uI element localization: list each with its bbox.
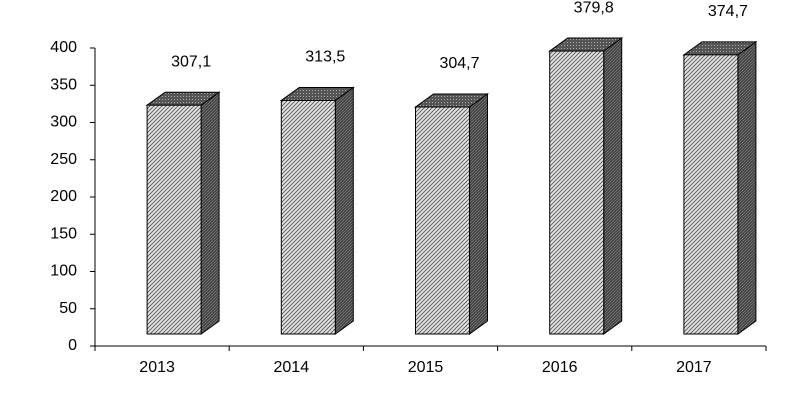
bar [549,50,605,335]
y-tick-label: 0 [68,337,77,354]
x-tick-label: 2014 [274,359,310,376]
y-tick-label: 300 [50,114,77,131]
y-tick-label: 350 [50,76,77,93]
x-tick-label: 2016 [542,359,578,376]
y-tick-label: 100 [50,263,77,280]
bar [683,54,739,335]
value-label: 307,1 [171,53,211,70]
x-tick-label: 2017 [676,359,712,376]
bar-side [200,91,220,335]
x-tick-label: 2013 [139,359,175,376]
bar-side [469,93,488,335]
y-tick-label: 400 [50,39,77,56]
value-label: 304,7 [439,55,479,72]
bar-side [334,86,354,335]
bar [146,104,202,335]
value-label: 374,7 [708,3,748,20]
x-tick-label: 2015 [408,359,444,376]
y-tick-label: 200 [50,188,77,205]
y-tick-label: 250 [50,151,77,168]
value-label: 379,8 [574,0,614,16]
bar-side [603,37,623,335]
y-tick-label: 50 [59,300,77,317]
bar-side [737,40,757,335]
y-tick-label: 150 [50,225,77,242]
value-label: 313,5 [305,49,345,66]
bar [280,99,336,335]
bar [415,106,470,335]
